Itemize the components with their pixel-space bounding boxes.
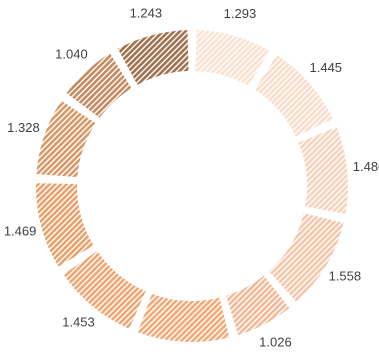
donut-slice-1.453 (63, 251, 146, 329)
donut-slice-1.026 (226, 275, 290, 335)
donut-slice-1.328 (36, 100, 96, 178)
labels-layer: 1.2931.4451.4801.5581.0261.5551.4531.469… (4, 6, 379, 350)
donut-slice-1.293 (195, 30, 269, 86)
donut-slice-1.555 (137, 293, 230, 342)
slice-value-label: 1.040 (55, 46, 88, 61)
donut-slice-1.469 (36, 183, 94, 267)
slice-value-label: 1.453 (62, 315, 95, 330)
slice-value-label: 1.026 (259, 335, 292, 350)
slice-value-label: 1.558 (329, 269, 362, 284)
slice-value-label: 1.293 (224, 6, 257, 21)
slice-value-label: 1.328 (7, 120, 40, 135)
slice-value-label: 1.469 (4, 224, 37, 239)
slice-value-label: 1.243 (130, 6, 163, 21)
donut-slice-1.480 (298, 127, 349, 214)
donut-slice-1.243 (117, 30, 189, 85)
slice-value-label: 1.480 (353, 159, 379, 174)
slice-value-label: 1.445 (310, 60, 343, 75)
donut-slice-1.445 (254, 55, 333, 137)
donut-slice-1.558 (269, 213, 344, 302)
slices-layer (36, 30, 349, 342)
donut-slice-1.040 (66, 53, 132, 118)
